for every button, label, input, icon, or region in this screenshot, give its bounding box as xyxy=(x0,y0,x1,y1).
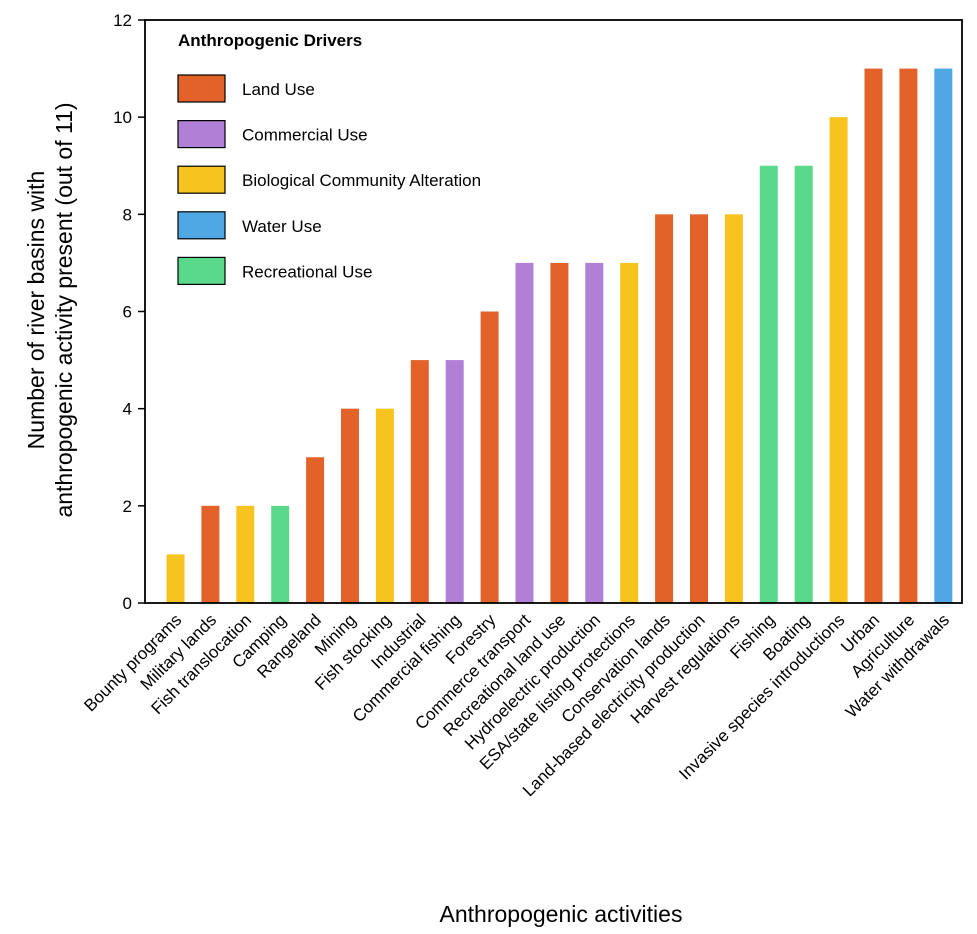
y-axis-title-line1: Number of river basins with xyxy=(23,171,49,450)
bar xyxy=(375,408,394,603)
bar xyxy=(934,68,953,604)
legend-swatch xyxy=(177,165,226,194)
bar xyxy=(236,505,255,603)
legend-label: Water Use xyxy=(242,217,322,236)
bar xyxy=(480,311,499,603)
legend-title: Anthropogenic Drivers xyxy=(178,31,362,50)
y-tick-label: 0 xyxy=(123,594,132,613)
legend-swatch xyxy=(177,256,226,285)
bar xyxy=(445,360,464,603)
bar xyxy=(515,262,534,603)
bar xyxy=(759,165,778,603)
bar xyxy=(166,554,185,603)
y-tick-label: 4 xyxy=(123,400,132,419)
bar xyxy=(620,262,639,603)
bar xyxy=(271,505,290,603)
bar xyxy=(655,214,674,604)
y-tick-label: 6 xyxy=(123,303,132,322)
bar xyxy=(829,117,848,604)
legend-swatch xyxy=(177,211,226,240)
bar xyxy=(864,68,883,604)
y-axis-ticks: 0 2 4 6 8 10 12 xyxy=(113,11,145,613)
bar xyxy=(585,262,604,603)
x-axis-title: Anthropogenic activities xyxy=(440,901,683,927)
legend-label: Biological Community Alteration xyxy=(242,171,481,190)
bars-group xyxy=(166,68,953,604)
legend-swatch xyxy=(177,74,226,103)
bar xyxy=(899,68,918,604)
bar xyxy=(724,214,743,604)
bar xyxy=(550,262,569,603)
y-tick-label: 12 xyxy=(113,11,132,30)
legend-label: Recreational Use xyxy=(242,262,372,281)
y-tick-label: 2 xyxy=(123,497,132,516)
bar xyxy=(690,214,708,604)
bar xyxy=(794,165,813,603)
bar xyxy=(201,505,220,603)
bar xyxy=(306,457,325,603)
legend: Anthropogenic Drivers Land Use Commercial… xyxy=(177,31,481,285)
bar xyxy=(341,408,359,603)
y-tick-label: 10 xyxy=(113,108,132,127)
y-axis-title-line2: anthropogenic activity present (out of 1… xyxy=(51,102,77,517)
y-tick-label: 8 xyxy=(123,205,132,224)
legend-swatch xyxy=(177,119,226,149)
plot-frame xyxy=(144,19,963,604)
legend-label: Land Use xyxy=(242,80,315,99)
legend-label: Commercial Use xyxy=(242,126,368,145)
bar xyxy=(410,360,429,603)
